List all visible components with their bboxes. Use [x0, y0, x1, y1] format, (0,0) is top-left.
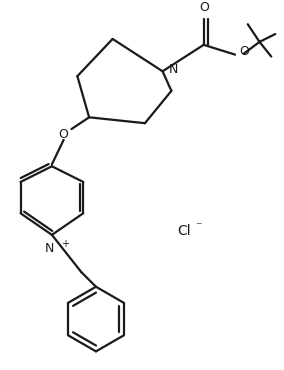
Text: O: O: [239, 45, 249, 58]
Text: ⁻: ⁻: [195, 221, 202, 233]
Text: N: N: [45, 242, 55, 255]
Text: N: N: [168, 63, 178, 76]
Text: O: O: [59, 128, 68, 141]
Text: Cl: Cl: [177, 224, 191, 238]
Text: O: O: [199, 1, 209, 14]
Text: +: +: [61, 239, 69, 249]
